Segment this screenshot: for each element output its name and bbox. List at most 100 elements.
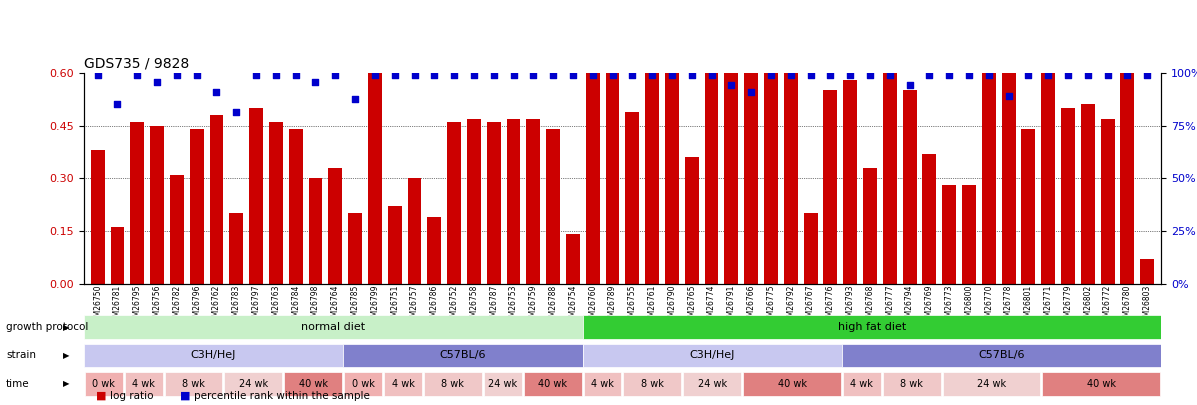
Point — [168, 71, 187, 78]
Bar — [506, 119, 521, 284]
Point — [643, 71, 662, 78]
Bar — [745, 66, 758, 283]
Point — [89, 71, 108, 78]
Bar — [467, 119, 481, 284]
Point — [761, 71, 780, 78]
Point — [782, 71, 801, 78]
Bar — [606, 17, 620, 284]
Bar — [1021, 129, 1035, 284]
Bar — [546, 129, 560, 284]
Point — [662, 71, 681, 78]
Point — [326, 71, 345, 78]
Point — [128, 71, 147, 78]
Bar — [1041, 62, 1055, 283]
Point — [405, 71, 424, 78]
Point — [543, 71, 563, 78]
Text: ▶: ▶ — [63, 322, 69, 332]
FancyBboxPatch shape — [583, 315, 1161, 339]
Bar — [824, 90, 838, 284]
Bar — [685, 157, 699, 284]
Bar — [427, 217, 442, 284]
Text: 24 wk: 24 wk — [698, 379, 727, 389]
Bar — [764, 73, 778, 284]
Point — [425, 71, 444, 78]
Text: ■: ■ — [180, 391, 190, 401]
Bar — [388, 206, 402, 284]
Bar — [784, 73, 797, 284]
Bar — [923, 153, 936, 284]
Point — [1058, 71, 1077, 78]
Bar — [110, 227, 124, 284]
Bar — [150, 126, 164, 284]
Point — [622, 71, 642, 78]
FancyBboxPatch shape — [85, 372, 122, 396]
Bar — [209, 115, 224, 284]
Text: GDS735 / 9828: GDS735 / 9828 — [84, 56, 189, 70]
Bar — [942, 185, 956, 284]
Bar — [1120, 0, 1135, 284]
Text: 0 wk: 0 wk — [92, 379, 115, 389]
Point — [484, 71, 503, 78]
Point — [940, 71, 959, 78]
Point — [504, 71, 523, 78]
Text: C57BL/6: C57BL/6 — [439, 350, 486, 360]
Point — [147, 79, 166, 85]
Point — [1118, 71, 1137, 78]
FancyBboxPatch shape — [583, 343, 841, 367]
Point — [880, 71, 899, 78]
Bar — [645, 59, 660, 284]
Bar — [448, 122, 461, 284]
Text: 0 wk: 0 wk — [352, 379, 375, 389]
Bar — [269, 122, 282, 284]
Point — [564, 71, 583, 78]
Text: normal diet: normal diet — [302, 322, 365, 332]
Bar — [367, 73, 382, 284]
Point — [583, 71, 602, 78]
Text: 4 wk: 4 wk — [132, 379, 156, 389]
Point — [187, 71, 206, 78]
FancyBboxPatch shape — [344, 343, 583, 367]
Bar — [883, 0, 897, 284]
FancyBboxPatch shape — [484, 372, 522, 396]
FancyBboxPatch shape — [285, 372, 342, 396]
Bar — [625, 111, 639, 284]
Text: 8 wk: 8 wk — [182, 379, 205, 389]
Point — [1039, 71, 1058, 78]
Bar — [863, 168, 877, 284]
Bar — [962, 185, 976, 284]
Point — [722, 82, 741, 88]
Text: C3H/HeJ: C3H/HeJ — [689, 350, 735, 360]
Point — [960, 71, 979, 78]
Text: ▶: ▶ — [63, 379, 69, 388]
FancyBboxPatch shape — [624, 372, 681, 396]
Bar — [170, 175, 184, 284]
FancyBboxPatch shape — [84, 343, 344, 367]
Bar — [249, 108, 263, 284]
Bar — [328, 168, 342, 284]
Text: 4 wk: 4 wk — [391, 379, 414, 389]
Bar — [705, 27, 718, 284]
FancyBboxPatch shape — [225, 372, 282, 396]
Point — [444, 71, 463, 78]
Text: 4 wk: 4 wk — [850, 379, 874, 389]
Text: high fat diet: high fat diet — [838, 322, 906, 332]
Bar — [527, 119, 540, 284]
Point — [524, 71, 543, 78]
Point — [226, 108, 245, 115]
Point — [979, 71, 998, 78]
Text: log ratio: log ratio — [110, 391, 153, 401]
Bar — [724, 73, 739, 284]
Text: 24 wk: 24 wk — [488, 379, 517, 389]
Point — [742, 89, 761, 96]
Point — [108, 101, 127, 108]
Point — [1137, 71, 1156, 78]
FancyBboxPatch shape — [584, 372, 621, 396]
Point — [207, 89, 226, 96]
Point — [385, 71, 405, 78]
Point — [701, 71, 721, 78]
Text: 8 wk: 8 wk — [442, 379, 464, 389]
Point — [247, 71, 266, 78]
Text: 40 wk: 40 wk — [539, 379, 567, 389]
Text: 8 wk: 8 wk — [640, 379, 664, 389]
FancyBboxPatch shape — [1043, 372, 1160, 396]
